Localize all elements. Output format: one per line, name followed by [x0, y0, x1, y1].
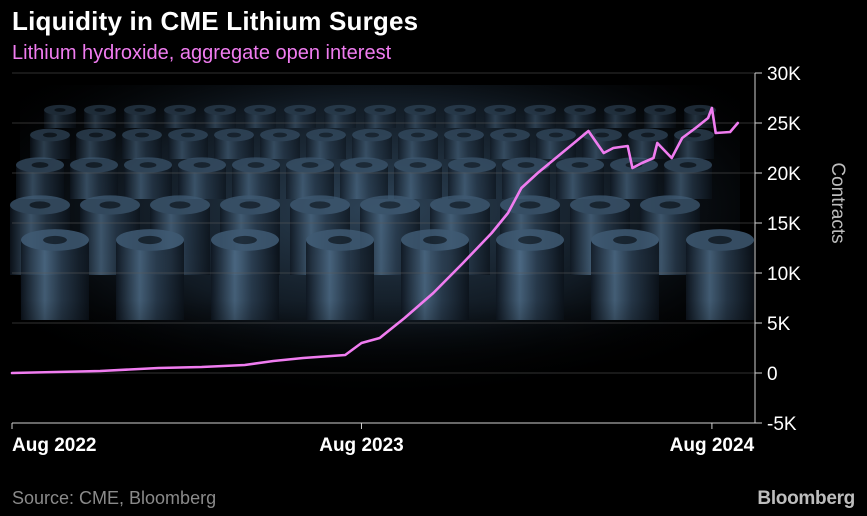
x-tick-label: Aug 2024: [670, 435, 755, 456]
y-tick-label: 20K: [767, 164, 801, 185]
chart-title: Liquidity in CME Lithium Surges: [12, 6, 419, 36]
x-axis: Aug 2022 Aug 2023 Aug 2024: [11, 422, 755, 456]
y-axis: 30K 25K 20K 15K 10K 5K 0 -5K: [754, 64, 801, 435]
chart-subtitle: Lithium hydroxide, aggregate open intere…: [12, 42, 392, 64]
x-tick-label: Aug 2023: [319, 435, 403, 456]
bloomberg-logo: Bloomberg: [757, 488, 855, 509]
series-layer: [10, 106, 740, 375]
series-line-lithium-hydroxide: [10, 106, 740, 375]
y-tick-label: 10K: [767, 264, 801, 285]
y-tick-label: 25K: [767, 114, 801, 135]
source-note: Source: CME, Bloomberg: [12, 488, 217, 508]
battery-cells-background-image: [0, 85, 760, 420]
y-tick-label: 15K: [767, 214, 801, 235]
y-tick-label: 5K: [767, 314, 791, 335]
y-tick-label: 0: [767, 364, 778, 385]
y-tick-label: 30K: [767, 64, 801, 85]
y-axis-label: Contracts: [827, 162, 848, 243]
y-tick-label: -5K: [767, 414, 797, 435]
x-tick-label: Aug 2022: [12, 435, 96, 456]
